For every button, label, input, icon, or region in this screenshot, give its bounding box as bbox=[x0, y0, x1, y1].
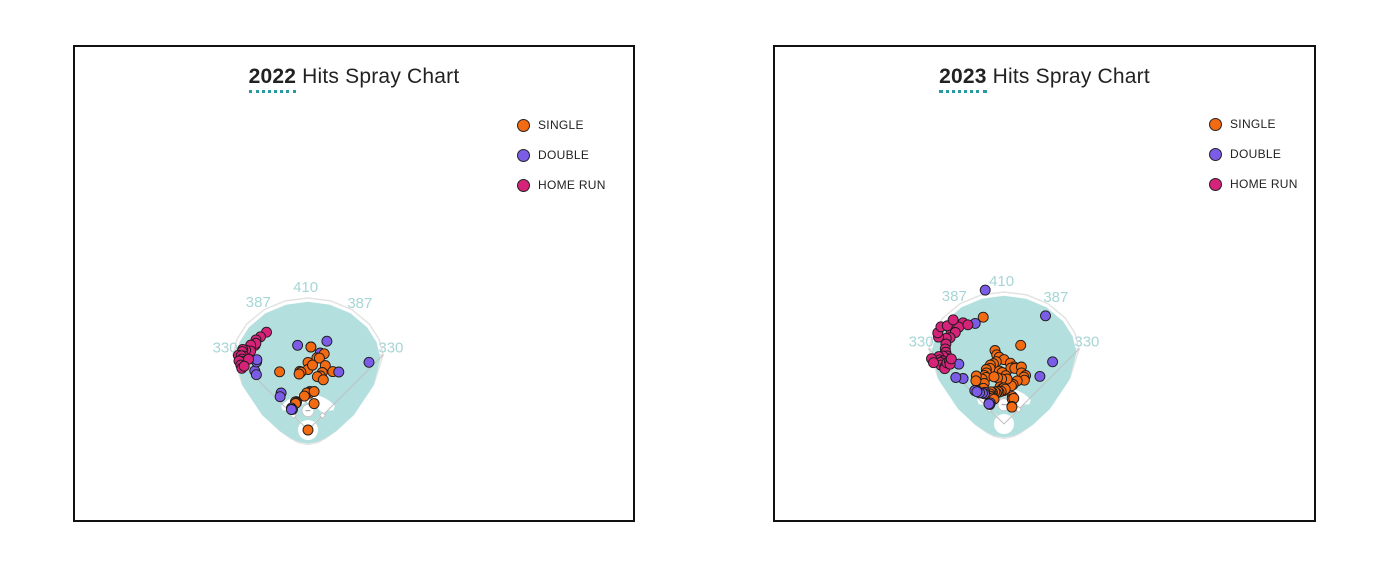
hit-point-double bbox=[979, 284, 991, 296]
legend-item-double: DOUBLE bbox=[517, 140, 606, 170]
legend-label: SINGLE bbox=[538, 118, 584, 132]
hit-point-double bbox=[285, 404, 297, 415]
hit-point-double bbox=[1047, 356, 1059, 368]
hit-point-single bbox=[317, 374, 329, 386]
distance-label-left-center: 387 bbox=[246, 294, 271, 311]
hit-point-double bbox=[1040, 310, 1051, 322]
distance-label-right-center: 387 bbox=[347, 295, 372, 312]
distance-label-right-line: 330 bbox=[1074, 334, 1099, 351]
chart-title-year: 2022 bbox=[248, 65, 297, 93]
legend-swatch-home-run bbox=[517, 178, 530, 192]
hit-point-home-run bbox=[945, 353, 957, 365]
spray-chart-2022: 330 387 410 387 330 2022 Hits Spray Chart SI… bbox=[73, 45, 635, 522]
legend-swatch-single bbox=[1209, 117, 1222, 131]
legend-swatch-double bbox=[517, 148, 530, 162]
hit-point-home-run bbox=[962, 319, 974, 331]
legend-item-home-run: HOME RUN bbox=[517, 170, 606, 200]
field-diagram: 330 387 410 387 330 bbox=[909, 273, 1099, 440]
hit-point-double bbox=[274, 391, 286, 403]
legend-swatch-single bbox=[517, 118, 530, 132]
legend-label: DOUBLE bbox=[1230, 147, 1282, 161]
hit-point-double bbox=[1034, 370, 1046, 382]
distance-label-right-line: 330 bbox=[378, 340, 403, 357]
hit-point-single bbox=[274, 366, 286, 378]
hit-point-single bbox=[988, 371, 1000, 383]
hit-point-double bbox=[971, 386, 983, 398]
distance-label-right-center: 387 bbox=[1043, 289, 1068, 306]
legend-label: DOUBLE bbox=[538, 148, 590, 162]
hit-point-single bbox=[308, 398, 320, 410]
hit-point-home-run bbox=[947, 314, 959, 326]
legend-item-single: SINGLE bbox=[517, 110, 606, 140]
hit-point-single bbox=[1015, 339, 1027, 351]
hit-point-single bbox=[977, 311, 989, 323]
field-diagram: 330 387 410 387 330 bbox=[213, 279, 403, 446]
hit-point-home-run bbox=[928, 357, 939, 369]
distance-label-left-line: 330 bbox=[909, 334, 934, 351]
hit-point-single bbox=[302, 424, 314, 436]
hit-point-double bbox=[250, 369, 262, 381]
hit-point-double bbox=[333, 366, 345, 378]
hit-point-single bbox=[293, 368, 305, 380]
distance-label-center: 410 bbox=[989, 273, 1014, 290]
hit-point-double bbox=[363, 356, 375, 368]
legend-swatch-home-run bbox=[1209, 177, 1222, 191]
field-grass bbox=[931, 295, 1077, 438]
first-base bbox=[319, 412, 326, 419]
hit-point-double bbox=[983, 398, 995, 410]
foul-line-right bbox=[1003, 348, 1080, 425]
hit-point-home-run bbox=[238, 360, 250, 372]
legend-label: SINGLE bbox=[1230, 117, 1276, 131]
hit-point-double bbox=[292, 339, 304, 351]
hit-point-single bbox=[970, 375, 982, 387]
distance-label-left-center: 387 bbox=[942, 288, 967, 305]
hit-point-single bbox=[305, 341, 317, 353]
chart-title: 2023 Hits Spray Chart bbox=[775, 65, 1314, 93]
chart-title: 2022 Hits Spray Chart bbox=[75, 65, 633, 93]
chart-title-text: Hits Spray Chart bbox=[302, 65, 460, 88]
hit-point-single bbox=[1006, 401, 1018, 413]
legend-swatch-double bbox=[1209, 147, 1222, 161]
hit-point-single bbox=[307, 359, 318, 371]
spray-chart-2023: 330 387 410 387 330 2023 Hits Spray Chart SI… bbox=[773, 45, 1316, 522]
hit-point-double bbox=[950, 372, 962, 383]
legend-item-home-run: HOME RUN bbox=[1209, 169, 1298, 199]
legend: SINGLE DOUBLE HOME RUN bbox=[1209, 109, 1298, 199]
legend-item-single: SINGLE bbox=[1209, 109, 1298, 139]
distance-label-center: 410 bbox=[293, 279, 318, 296]
hit-point-single bbox=[308, 386, 320, 397]
legend-item-double: DOUBLE bbox=[1209, 139, 1298, 169]
hit-point-single bbox=[313, 352, 325, 364]
hit-point-single bbox=[298, 390, 310, 402]
legend-label: HOME RUN bbox=[538, 178, 606, 192]
legend-label: HOME RUN bbox=[1230, 177, 1298, 191]
chart-title-text: Hits Spray Chart bbox=[992, 65, 1150, 88]
legend: SINGLE DOUBLE HOME RUN bbox=[517, 110, 606, 200]
hit-point-double bbox=[321, 335, 333, 347]
chart-title-year: 2023 bbox=[939, 65, 987, 93]
distance-label-left-line: 330 bbox=[213, 340, 238, 357]
